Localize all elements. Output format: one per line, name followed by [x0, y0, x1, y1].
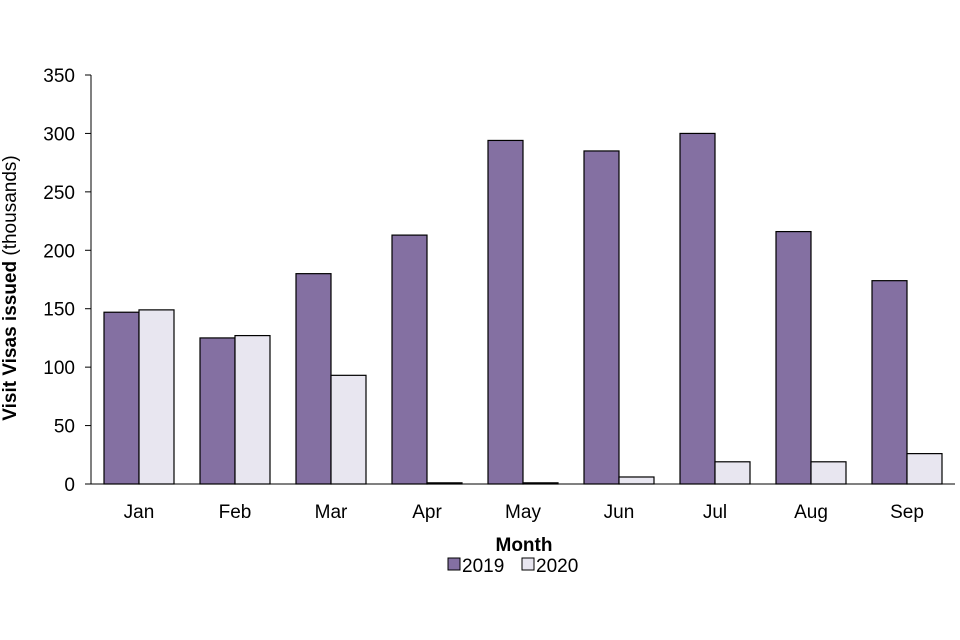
- bar-2019-Jan: [103, 311, 140, 485]
- bar-2019-Mar: [295, 273, 332, 485]
- y-tick-label: 50: [54, 417, 75, 438]
- bar-2019-Jul: [679, 132, 716, 485]
- y-tick-label: 0: [64, 475, 75, 496]
- y-tick-label: 300: [43, 124, 75, 145]
- x-tick-label: Aug: [794, 502, 828, 523]
- x-tick-label: Apr: [412, 502, 442, 523]
- x-tick-label: Mar: [315, 502, 348, 523]
- bar-2020-Jun: [618, 476, 655, 485]
- y-tick-label: 100: [43, 358, 75, 379]
- y-tick-label: 200: [43, 241, 75, 262]
- y-tick-label: 250: [43, 183, 75, 204]
- bar-2020-Sep: [906, 453, 943, 485]
- y-axis-title-unit: (thousands): [0, 155, 21, 261]
- bar-2019-Aug: [775, 230, 812, 485]
- x-tick-label: Jul: [703, 502, 727, 523]
- x-tick-label: Jan: [124, 502, 155, 523]
- y-tick-label: 350: [43, 66, 75, 87]
- legend-swatch-2019: [447, 557, 461, 571]
- bar-2020-Jul: [714, 461, 751, 485]
- y-tick-label: 150: [43, 300, 75, 321]
- bar-2019-Jun: [583, 150, 620, 485]
- legend: 2019 2020: [447, 556, 578, 577]
- legend-label-2019: 2019: [462, 556, 504, 577]
- bar-2020-Jan: [138, 309, 175, 485]
- bar-2019-May: [487, 139, 524, 485]
- y-axis-title: Visit Visas issued (thousands): [0, 155, 21, 420]
- bar-2020-Aug: [810, 461, 847, 485]
- x-axis-title: Month: [496, 535, 553, 556]
- x-tick-label: Jun: [604, 502, 635, 523]
- x-axis-ticks: Jan Feb Mar Apr May Jun Jul Aug Sep: [124, 502, 924, 523]
- x-tick-label: Sep: [890, 502, 924, 523]
- legend-label-2020: 2020: [536, 556, 578, 577]
- bar-2020-Feb: [234, 334, 271, 485]
- bar-2019-Sep: [871, 280, 908, 485]
- x-tick-label: May: [505, 502, 541, 523]
- legend-swatch-2020: [521, 557, 535, 571]
- y-axis-ticks: 0 50 100 150 200 250 300 350: [43, 66, 91, 496]
- bar-2019-Feb: [199, 337, 236, 485]
- y-axis-title-bold: Visit Visas issued: [0, 261, 21, 421]
- bar-2020-Mar: [330, 374, 367, 485]
- bars-group: [103, 132, 943, 485]
- bar-2019-Apr: [391, 234, 428, 485]
- x-tick-label: Feb: [219, 502, 252, 523]
